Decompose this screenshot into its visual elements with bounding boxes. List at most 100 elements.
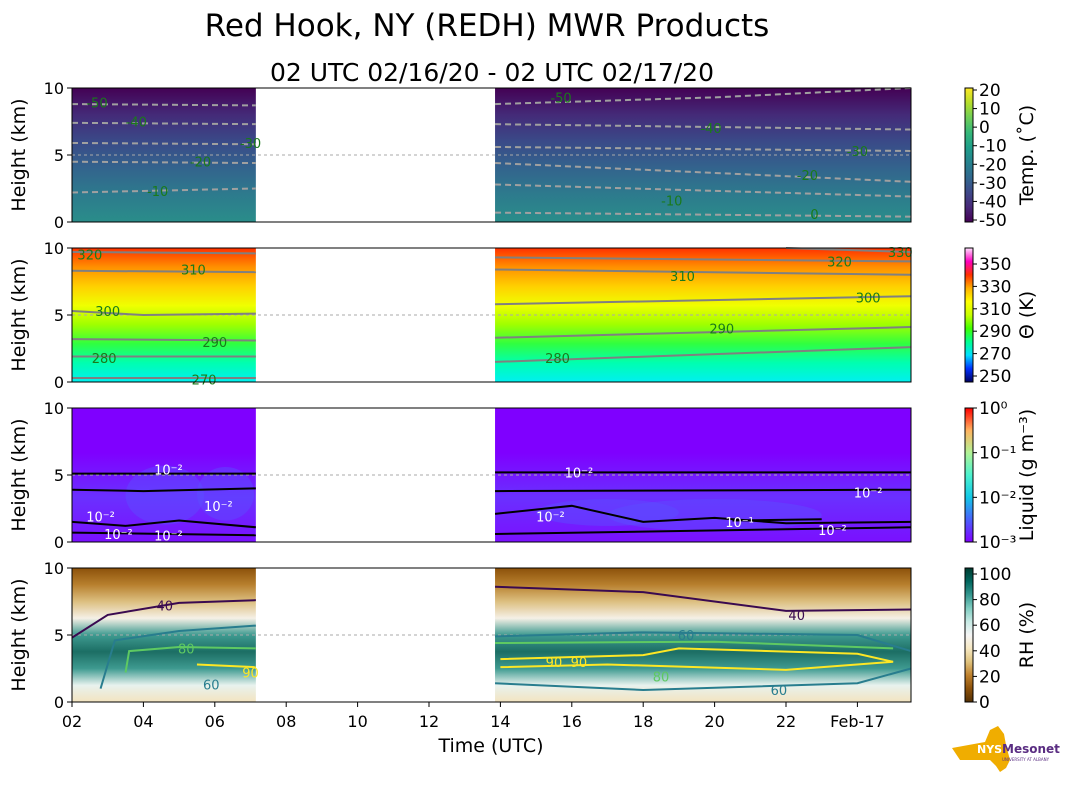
y-tick-label: 5	[54, 306, 64, 325]
colorbar-tick-label: 310	[979, 300, 1011, 320]
contour-label: 10⁻²	[104, 528, 133, 543]
contour-label: -40	[700, 122, 721, 137]
panel-liquid-water: 10⁻² 10⁻² 10⁻² 10⁻² 10⁻² 10⁻² 10⁻² 10⁻² 10⁻¹ 10⁻²…	[8, 399, 1038, 553]
colorbar-tick-label: -50	[979, 211, 1007, 231]
colorbar-tick-label: 330	[979, 277, 1011, 297]
x-tick-label: 04	[133, 712, 153, 731]
contour-line	[495, 256, 911, 263]
contour-label: -30	[240, 137, 261, 152]
contour-line	[196, 663, 256, 669]
contour-label: 60	[771, 684, 788, 699]
colorbar	[964, 247, 974, 383]
colorbar-tick-label: 10⁻¹	[979, 444, 1016, 464]
contour-line	[71, 103, 256, 107]
colorbar-tick-label: 350	[979, 255, 1011, 275]
contour-line	[495, 326, 911, 339]
contour-label: 10⁻²	[854, 486, 883, 501]
contour-line	[71, 251, 256, 255]
colorbar-tick-label: -10	[979, 137, 1007, 157]
contour-label: 10⁻²	[536, 511, 565, 526]
contour-label: 10⁻¹	[725, 516, 754, 531]
contour-label: 40	[788, 609, 805, 624]
contour-line	[71, 487, 256, 493]
x-tick-label: 02	[62, 712, 82, 731]
contour-line	[494, 667, 912, 691]
contour-line	[495, 526, 911, 535]
colorbar-label: Θ (K)	[1016, 291, 1038, 339]
contour-line	[71, 309, 256, 317]
contour-line	[495, 268, 911, 276]
contour-line	[495, 295, 911, 306]
colorbar-tick-label: 60	[979, 616, 1001, 636]
colorbar-label: Temp. (˚C)	[1016, 105, 1038, 206]
contour-label: 320	[77, 249, 102, 264]
contour-line	[495, 640, 894, 650]
contour-line	[124, 646, 256, 673]
contour-line	[71, 519, 256, 529]
y-tick-label: 0	[54, 373, 64, 392]
contour-label: 40	[157, 600, 174, 615]
contour-label: 310	[670, 270, 695, 285]
liquid-blob	[125, 465, 205, 525]
x-tick-label: 06	[205, 712, 225, 731]
svg-text:NYS: NYS	[977, 743, 1002, 756]
contour-label: 310	[181, 263, 206, 278]
contour-label: -40	[126, 116, 147, 131]
contour-line	[71, 338, 256, 342]
contour-label: 10⁻²	[204, 500, 233, 515]
contour-label: 10⁻²	[565, 466, 594, 481]
contour-label: 90	[571, 656, 588, 671]
contour-label: -10	[147, 185, 168, 200]
contour-line	[71, 599, 256, 639]
colorbar	[964, 407, 974, 543]
liquid-blob	[196, 466, 255, 521]
contour-line	[71, 160, 256, 165]
y-tick-label: 0	[54, 213, 64, 232]
x-tick-label: 12	[419, 712, 439, 731]
contour-label: 320	[827, 255, 852, 270]
contour-label: -30	[847, 145, 868, 160]
contour-label: 0	[810, 208, 818, 223]
colorbar-tick-label: 20	[979, 81, 1001, 101]
contour-line	[494, 504, 911, 525]
figure-subtitle: 02 UTC 02/16/20 - 02 UTC 02/17/20	[270, 58, 714, 87]
contour-line	[500, 647, 894, 671]
contour-label: 290	[709, 322, 734, 337]
colorbar-tick-label: 290	[979, 322, 1011, 342]
contour-label: 280	[545, 352, 570, 367]
y-tick-label: 5	[54, 626, 64, 645]
colorbar-tick-label: 250	[979, 367, 1011, 387]
colorbar-tick-label: 20	[979, 667, 1001, 687]
y-tick-label: 5	[54, 466, 64, 485]
y-tick-label: 10	[44, 79, 64, 98]
colorbar-tick-label: 0	[979, 693, 990, 713]
contour-label: 80	[653, 671, 670, 686]
x-axis-label: Time (UTC)	[437, 735, 543, 757]
colorbar-tick-label: 10⁻²	[979, 488, 1016, 508]
contour-line	[71, 141, 256, 146]
y-tick-label: 10	[44, 559, 64, 578]
contour-label: 60	[678, 629, 695, 644]
contour-label: -50	[86, 97, 107, 112]
contour-line	[495, 488, 911, 493]
x-tick-label: 22	[776, 712, 796, 731]
contour-label: 270	[192, 373, 217, 388]
y-axis-label: Height (km)	[8, 258, 30, 371]
contour-label: -20	[190, 156, 211, 171]
liquid-blob	[607, 499, 822, 532]
contour-line	[495, 631, 912, 653]
y-tick-label: 5	[54, 146, 64, 165]
contour-label: 300	[856, 292, 881, 307]
contour-line	[99, 624, 256, 689]
contour-line	[71, 269, 256, 274]
contour-line	[732, 518, 822, 522]
x-tick-label: 14	[490, 712, 510, 731]
contour-label: -20	[797, 169, 818, 184]
colorbar-tick-label: 40	[979, 642, 1001, 662]
x-tick-label: 08	[276, 712, 296, 731]
contour-line	[71, 187, 256, 194]
x-tick-label: Feb-17	[830, 712, 884, 731]
colorbar-tick-label: 10⁻³	[979, 533, 1016, 553]
contour-line	[71, 531, 256, 537]
